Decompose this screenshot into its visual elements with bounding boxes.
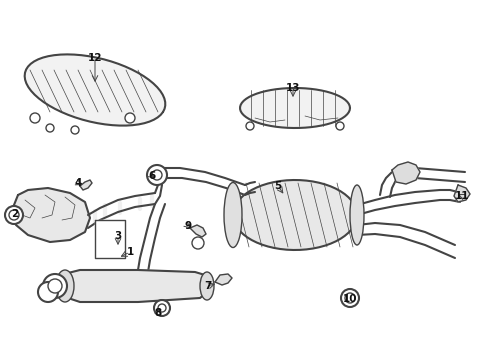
Circle shape	[147, 165, 167, 185]
Circle shape	[46, 124, 54, 132]
Polygon shape	[240, 88, 350, 128]
Polygon shape	[60, 270, 210, 302]
Ellipse shape	[200, 272, 214, 300]
Circle shape	[192, 237, 204, 249]
Circle shape	[48, 279, 62, 293]
Circle shape	[158, 304, 166, 312]
Circle shape	[336, 122, 344, 130]
Circle shape	[125, 113, 135, 123]
Polygon shape	[454, 185, 470, 202]
Text: 1: 1	[126, 247, 134, 257]
Circle shape	[71, 126, 79, 134]
Polygon shape	[24, 54, 165, 126]
Ellipse shape	[224, 183, 242, 248]
Polygon shape	[233, 180, 357, 250]
Text: 13: 13	[286, 83, 300, 93]
Circle shape	[246, 122, 254, 130]
Text: 9: 9	[184, 221, 192, 231]
Text: 10: 10	[343, 294, 357, 304]
Circle shape	[345, 293, 355, 303]
Text: 4: 4	[74, 178, 82, 188]
Polygon shape	[190, 225, 206, 237]
Polygon shape	[95, 220, 125, 258]
Circle shape	[30, 113, 40, 123]
Polygon shape	[215, 274, 232, 285]
Polygon shape	[392, 162, 420, 184]
Polygon shape	[12, 188, 90, 242]
Ellipse shape	[56, 270, 74, 302]
Ellipse shape	[350, 185, 364, 245]
Circle shape	[9, 210, 19, 220]
Text: 8: 8	[154, 308, 162, 318]
Text: 2: 2	[11, 209, 19, 219]
Text: 6: 6	[148, 171, 156, 181]
Circle shape	[43, 274, 67, 298]
Polygon shape	[80, 180, 92, 190]
Circle shape	[5, 206, 23, 224]
Text: 12: 12	[88, 53, 102, 63]
Circle shape	[38, 282, 58, 302]
Text: 7: 7	[204, 281, 212, 291]
Text: 5: 5	[274, 181, 282, 191]
Circle shape	[154, 300, 170, 316]
Text: 11: 11	[455, 191, 469, 201]
Circle shape	[341, 289, 359, 307]
Text: 3: 3	[114, 231, 122, 241]
Circle shape	[152, 170, 162, 180]
